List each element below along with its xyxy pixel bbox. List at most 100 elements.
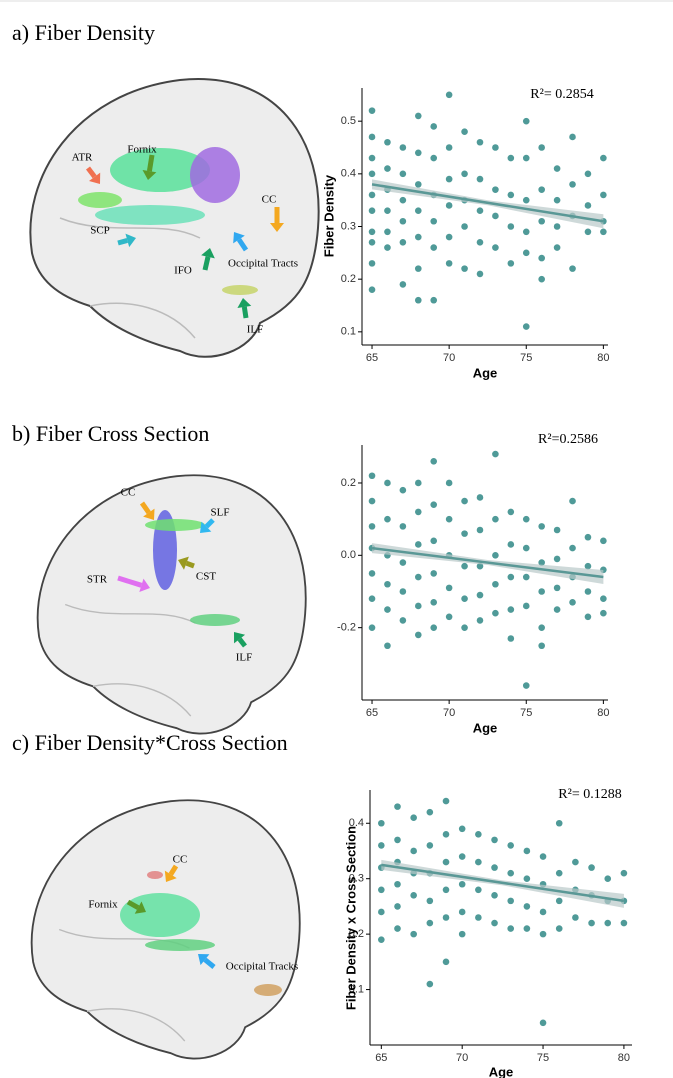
- y-tick-label: 0.4: [349, 817, 364, 829]
- point: [522, 228, 530, 236]
- trend-line: [371, 546, 604, 579]
- point: [523, 925, 531, 932]
- point: [553, 244, 561, 251]
- point: [399, 486, 407, 494]
- point: [553, 606, 561, 613]
- brain-label: Fornix: [88, 899, 118, 911]
- point: [442, 914, 450, 921]
- brain-label: CST: [196, 571, 216, 583]
- fiber-tract: [110, 148, 210, 192]
- point: [492, 609, 499, 617]
- point: [522, 249, 530, 257]
- point: [572, 858, 579, 866]
- point: [461, 265, 468, 272]
- point: [555, 925, 563, 932]
- point: [461, 562, 468, 570]
- brain-fold: [64, 603, 196, 717]
- point: [414, 149, 422, 157]
- point: [384, 606, 391, 613]
- point: [414, 541, 422, 548]
- panel-title: b) Fiber Cross Section: [12, 421, 209, 446]
- point: [620, 869, 628, 877]
- point: [475, 831, 482, 838]
- point: [461, 497, 468, 505]
- point: [588, 919, 595, 927]
- brain-label: CC: [173, 854, 188, 866]
- brain-label: IFO: [174, 265, 192, 277]
- arrow-head: [233, 232, 245, 244]
- point: [538, 523, 545, 530]
- arrow-head: [198, 954, 210, 966]
- arrow-shaft: [236, 238, 249, 252]
- point: [584, 562, 592, 570]
- point: [600, 154, 607, 162]
- point: [600, 191, 607, 199]
- point: [394, 903, 401, 910]
- panel-title: a) Fiber Density: [12, 20, 155, 45]
- point: [553, 165, 561, 172]
- arrow-head: [270, 223, 284, 232]
- point: [507, 154, 515, 162]
- arrow-shaft: [202, 256, 211, 271]
- point: [430, 624, 438, 631]
- brain-label: CC: [262, 194, 277, 206]
- point: [426, 897, 434, 905]
- point: [430, 123, 438, 130]
- point: [430, 296, 438, 304]
- point: [491, 864, 498, 871]
- arrow-shaft: [204, 518, 215, 529]
- point: [410, 814, 417, 822]
- point: [476, 562, 484, 570]
- y-tick-label: 0.3: [341, 220, 356, 232]
- point: [399, 144, 407, 151]
- point: [555, 819, 563, 827]
- point: [588, 864, 595, 871]
- x-tick-label: 80: [618, 1052, 630, 1064]
- point: [430, 599, 438, 606]
- point: [476, 617, 484, 624]
- point: [445, 584, 453, 592]
- brain-label: CC: [121, 487, 136, 499]
- point: [378, 819, 385, 827]
- point: [569, 181, 576, 188]
- point: [507, 223, 515, 230]
- point: [410, 930, 417, 938]
- point: [414, 112, 422, 120]
- point: [539, 1019, 547, 1027]
- point: [507, 191, 515, 199]
- point: [538, 559, 545, 566]
- point: [538, 588, 545, 595]
- brain-image: [36, 474, 307, 735]
- point: [399, 523, 407, 530]
- point: [523, 903, 531, 910]
- point: [604, 919, 612, 927]
- y-tick-label: 0.1: [341, 326, 356, 338]
- point: [507, 842, 515, 849]
- point: [507, 869, 515, 877]
- x-tick-label: 75: [520, 707, 532, 719]
- point: [492, 450, 499, 458]
- point: [399, 196, 407, 204]
- arrow-head: [139, 578, 150, 592]
- point: [539, 908, 547, 916]
- point: [445, 613, 453, 621]
- fiber-tract: [78, 192, 122, 208]
- point: [492, 144, 499, 151]
- point: [539, 853, 547, 860]
- point: [458, 880, 466, 888]
- point: [430, 244, 438, 251]
- y-tick-label: 0.2: [341, 477, 356, 489]
- point: [461, 595, 468, 603]
- point: [384, 580, 391, 588]
- point: [368, 107, 376, 114]
- point: [368, 191, 376, 199]
- point: [399, 239, 407, 246]
- point: [442, 858, 450, 866]
- point: [522, 117, 530, 125]
- point: [522, 682, 530, 689]
- x-tick-label: 65: [375, 1052, 387, 1064]
- point: [414, 479, 422, 487]
- point: [399, 281, 407, 288]
- arrow-shaft: [139, 501, 151, 515]
- fiber-tract: [222, 285, 258, 295]
